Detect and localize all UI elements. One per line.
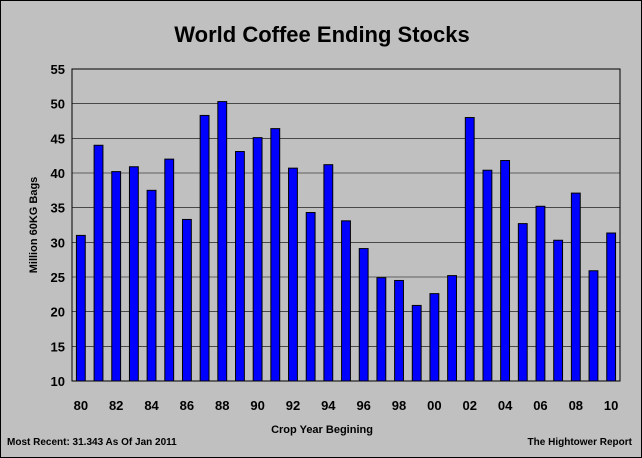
y-axis-label: Million 60KG Bags — [28, 177, 40, 274]
x-axis-label: Crop Year Begining — [271, 424, 373, 436]
bar-06 — [535, 205, 546, 382]
footer-source: The Hightower Report — [528, 437, 633, 448]
bar-89 — [235, 151, 245, 382]
bar-82 — [111, 171, 122, 382]
bar-95 — [341, 220, 351, 382]
x-tick-label: 98 — [392, 398, 406, 413]
x-tick-label: 80 — [74, 398, 88, 413]
bar-96 — [358, 248, 369, 382]
y-tick-label: 20 — [51, 305, 65, 320]
bar-92 — [288, 167, 298, 382]
bar-90 — [252, 137, 263, 382]
bar-00 — [429, 293, 440, 382]
bar-94 — [323, 164, 334, 382]
y-tick-label: 35 — [51, 201, 65, 216]
bar-88 — [217, 101, 228, 382]
x-tick-label: 88 — [215, 398, 229, 413]
x-tick-label: 86 — [180, 398, 194, 413]
bar-03 — [482, 169, 493, 382]
bar-02 — [464, 117, 475, 382]
bar-93 — [305, 212, 316, 382]
x-tick-label: 94 — [321, 398, 336, 413]
bar-85 — [164, 158, 175, 382]
bar-10 — [606, 232, 617, 382]
bar-84 — [146, 189, 157, 382]
x-tick-label: 04 — [498, 398, 513, 413]
x-tick-label: 10 — [604, 398, 618, 413]
x-tick-label: 92 — [286, 398, 300, 413]
y-tick-label: 40 — [51, 166, 65, 181]
y-tick-label: 50 — [51, 97, 65, 112]
y-tick-label: 25 — [51, 270, 65, 285]
bar-04 — [500, 160, 511, 382]
bar-87 — [199, 114, 210, 382]
bar-09 — [588, 270, 599, 382]
y-axis-ticks: 10 15 20 25 30 35 40 45 50 55 — [51, 62, 65, 389]
bars — [75, 101, 617, 382]
x-axis-ticks: 80 82 84 86 88 90 92 94 96 98 00 02 04 06 08 10 — [74, 398, 619, 413]
chart-title: World Coffee Ending Stocks — [174, 22, 469, 47]
bar-05 — [517, 223, 528, 382]
bar-81 — [93, 144, 104, 382]
bar-01 — [447, 275, 457, 382]
bar-07 — [553, 239, 564, 382]
x-tick-label: 90 — [250, 398, 264, 413]
bar-08 — [570, 192, 581, 382]
y-tick-label: 15 — [51, 339, 65, 354]
x-tick-label: 00 — [427, 398, 441, 413]
y-tick-label: 10 — [51, 374, 65, 389]
bar-98 — [394, 279, 404, 382]
bar-83 — [128, 166, 139, 382]
plot-area — [71, 68, 621, 382]
y-tick-label: 45 — [51, 131, 65, 146]
bar-80 — [75, 234, 86, 382]
y-tick-label: 30 — [51, 235, 65, 250]
x-tick-label: 02 — [463, 398, 477, 413]
x-tick-label: 08 — [569, 398, 583, 413]
x-tick-label: 82 — [109, 398, 123, 413]
bar-99 — [411, 304, 422, 382]
x-tick-label: 96 — [356, 398, 370, 413]
y-tick-label: 55 — [51, 62, 65, 77]
x-tick-label: 84 — [144, 398, 159, 413]
footer-most-recent: Most Recent: 31.343 As Of Jan 2011 — [7, 437, 177, 448]
bar-97 — [376, 277, 387, 382]
x-tick-label: 06 — [533, 398, 547, 413]
bar-86 — [181, 218, 192, 382]
bar-91 — [270, 128, 281, 382]
